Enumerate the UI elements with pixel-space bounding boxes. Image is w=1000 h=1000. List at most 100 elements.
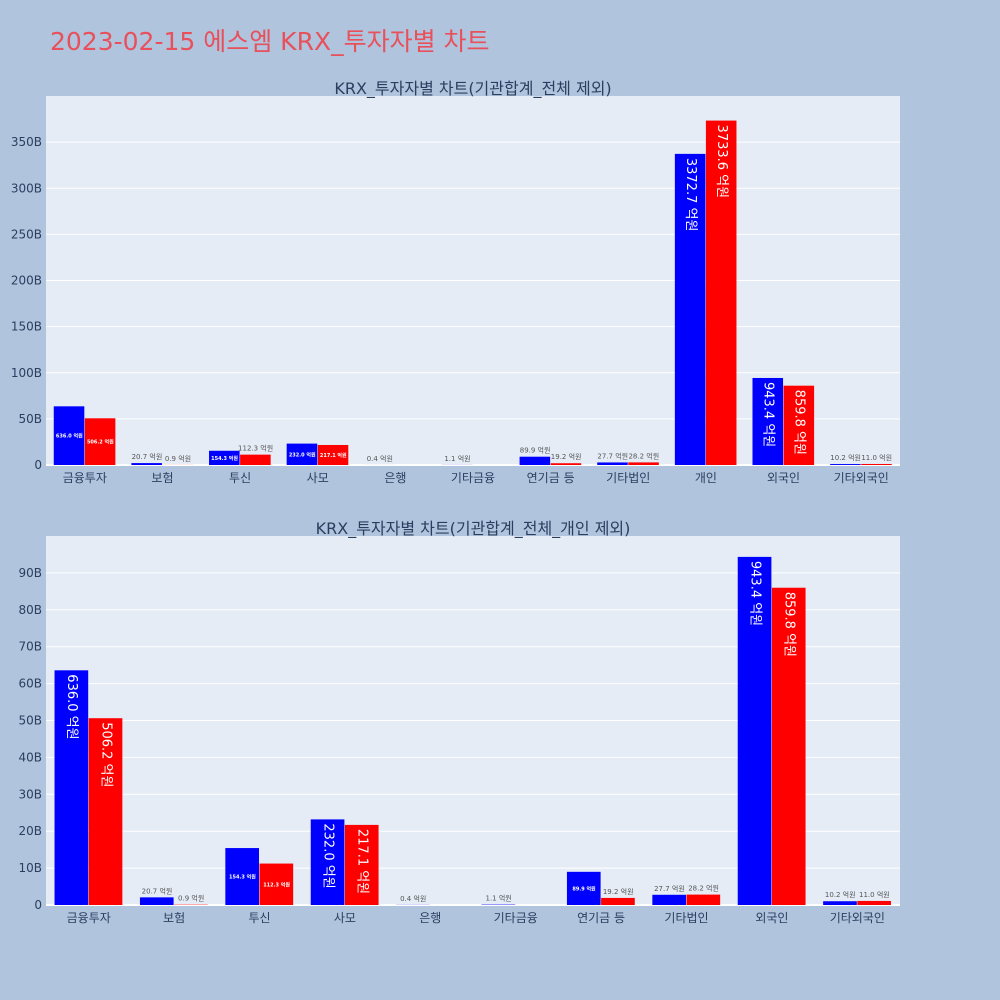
y-tick-label: 0 — [34, 458, 42, 472]
data-label: 0.4 억원 — [367, 454, 393, 463]
data-label: 112.3 억원 — [238, 444, 273, 453]
bar-series-2 — [771, 587, 806, 905]
bar-series-1 — [737, 556, 772, 905]
x-tick-label: 사모 — [334, 911, 356, 925]
y-tick-label: 10B — [18, 861, 42, 875]
data-label: 10.2 억원 — [830, 453, 861, 462]
data-label: 154.3 억원 — [229, 874, 256, 881]
data-label: 506.2 억원 — [87, 439, 114, 446]
data-label: 506.2 억원 — [98, 722, 113, 787]
x-tick-label: 외국인 — [755, 911, 788, 925]
y-tick-label: 70B — [18, 640, 42, 654]
x-tick-label: 보험 — [151, 471, 173, 485]
bar-series-1 — [752, 377, 784, 465]
data-label: 19.2 억원 — [551, 452, 582, 461]
x-tick-label: 외국인 — [767, 471, 800, 485]
bar-series-2 — [240, 454, 271, 465]
x-tick-label: 금융투자 — [63, 471, 107, 485]
data-label: 20.7 억원 — [142, 886, 173, 895]
data-label: 10.2 억원 — [825, 890, 856, 899]
y-tick-label: 50B — [18, 412, 42, 426]
bar-series-1 — [54, 670, 89, 905]
data-label: 217.1 억원 — [354, 829, 369, 894]
x-tick-label: 은행 — [384, 470, 406, 485]
data-label: 28.2 억원 — [628, 451, 659, 460]
data-label: 3733.6 억원 — [714, 125, 729, 199]
bar-series-1 — [131, 463, 162, 465]
x-tick-label: 개인 — [695, 471, 717, 485]
bar-series-2 — [84, 418, 116, 465]
bar-series-2 — [628, 462, 659, 465]
bar-series-1 — [53, 406, 85, 465]
bar-series-1 — [597, 462, 628, 465]
bar-series-2 — [344, 824, 379, 905]
bar-series-1 — [830, 464, 861, 465]
data-label: 0.9 억원 — [178, 894, 204, 903]
bar-series-2 — [88, 718, 123, 905]
data-label: 636.0 억원 — [56, 433, 83, 440]
y-tick-label: 350B — [11, 135, 42, 149]
y-tick-label: 250B — [11, 227, 42, 241]
data-label: 11.0 억원 — [861, 453, 892, 462]
bar-series-1 — [310, 819, 345, 905]
bar-series-1 — [674, 153, 706, 466]
data-label: 0.4 억원 — [400, 894, 426, 903]
y-tick-label: 80B — [18, 603, 42, 617]
page-title: 2023-02-15 에스엠 KRX_투자자별 차트 — [50, 27, 490, 56]
bar-series-2 — [705, 120, 737, 465]
data-label: 89.9 억원 — [572, 885, 596, 892]
bar-series-1 — [823, 901, 857, 905]
data-label: 0.9 억원 — [165, 454, 191, 463]
data-label: 232.0 억원 — [320, 823, 335, 888]
x-tick-label: 금융투자 — [67, 911, 111, 925]
data-label: 11.0 억원 — [859, 890, 890, 899]
data-label: 19.2 억원 — [603, 887, 634, 896]
y-tick-label: 200B — [11, 274, 42, 288]
data-label: 3372.7 억원 — [683, 158, 698, 232]
investor-chart-1: KRX_투자자별 차트(기관합계_전체 제외) 0 50B 100B 150B 200B 2… — [11, 79, 900, 485]
bar-series-1 — [139, 897, 174, 905]
y-tick-label: 40B — [18, 750, 42, 764]
data-label: 112.3 억원 — [263, 881, 290, 888]
y-tick-label: 90B — [18, 566, 42, 580]
x-tick-label: 투신 — [229, 471, 251, 485]
bar-series-1 — [566, 871, 601, 905]
x-tick-label: 기타금융 — [494, 911, 538, 925]
x-tick-label: 보험 — [163, 911, 185, 925]
y-tick-label: 300B — [11, 181, 42, 195]
x-tick-label: 기타외국인 — [834, 471, 889, 485]
bar-series-1 — [286, 443, 318, 465]
investor-chart-2: KRX_투자자별 차트(기관합계_전체_개인 제외) 0 10B 20B 30B 40B 5… — [18, 519, 900, 925]
x-tick-label: 기타금융 — [451, 471, 495, 485]
bar-series-1 — [209, 450, 240, 465]
bar-series-2 — [259, 863, 294, 905]
data-label: 89.9 억원 — [520, 446, 551, 455]
x-tick-label: 사모 — [307, 471, 329, 485]
bar-series-2 — [783, 385, 815, 465]
data-label: 943.4 억원 — [761, 382, 776, 447]
bar-series-2 — [601, 897, 635, 905]
data-label: 217.1 억원 — [320, 452, 347, 459]
data-label: 28.2 억원 — [688, 884, 719, 893]
data-label: 859.8 억원 — [792, 390, 807, 455]
x-tick-label: 연기금 등 — [577, 911, 625, 925]
y-tick-label: 150B — [11, 320, 42, 334]
x-tick-label: 기타법인 — [664, 911, 708, 925]
chart-title: KRX_투자자별 차트(기관합계_전체 제외) — [334, 79, 611, 99]
data-label: 20.7 억원 — [132, 452, 163, 461]
data-label: 943.4 억원 — [747, 561, 762, 626]
x-tick-label: 기타외국인 — [830, 911, 885, 925]
x-tick-label: 은행 — [419, 910, 441, 925]
x-tick-label: 기타법인 — [606, 471, 650, 485]
bar-series-1 — [519, 456, 551, 465]
x-tick-label: 투신 — [248, 911, 270, 925]
bar-series-1 — [652, 894, 686, 905]
x-tick-label: 연기금 등 — [527, 471, 575, 485]
bar-series-2 — [550, 463, 582, 465]
y-tick-label: 30B — [18, 787, 42, 801]
data-label: 27.7 억원 — [597, 451, 628, 460]
y-tick-label: 20B — [18, 824, 42, 838]
data-label: 232.0 억원 — [289, 451, 316, 458]
y-tick-label: 100B — [11, 366, 42, 380]
chart-title: KRX_투자자별 차트(기관합계_전체_개인 제외) — [316, 519, 631, 539]
